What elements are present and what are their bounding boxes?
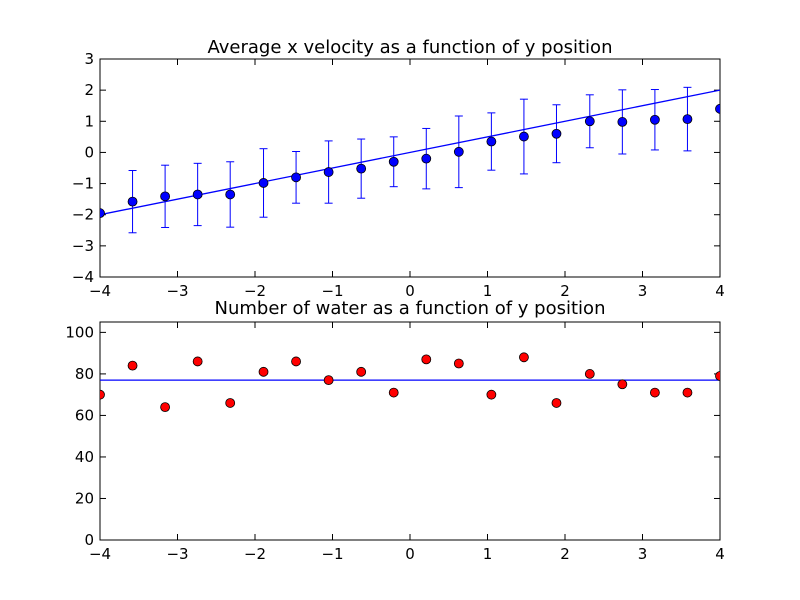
x-tick-label: −2 <box>244 545 266 563</box>
data-point <box>682 114 693 125</box>
data-point <box>323 167 334 177</box>
y-tick-label: 40 <box>75 448 94 466</box>
y-tick-label: 0 <box>84 143 94 161</box>
data-point <box>715 103 720 114</box>
data-point <box>453 358 464 369</box>
y-tick-label: −2 <box>72 206 94 224</box>
data-point <box>421 153 432 164</box>
velocity-chart: Average x velocity as a function of y po… <box>72 37 725 300</box>
y-tick-label: 80 <box>75 365 94 383</box>
data-point <box>100 208 105 219</box>
series-group <box>100 86 720 234</box>
data-point <box>617 117 628 127</box>
fit-line <box>100 89 720 216</box>
data-point <box>356 366 367 377</box>
series-group <box>100 352 720 413</box>
data-point <box>127 196 138 207</box>
data-point <box>551 398 562 408</box>
y-tick-label: 100 <box>65 323 94 341</box>
y-tick-label: 60 <box>75 406 94 424</box>
data-point <box>291 172 301 183</box>
data-point <box>388 387 399 398</box>
x-tick-label: 3 <box>638 282 648 300</box>
x-tick-label: −3 <box>166 282 188 300</box>
data-point <box>617 379 628 390</box>
data-point <box>356 163 367 174</box>
x-tick-label: 2 <box>560 282 570 300</box>
data-point <box>453 146 464 157</box>
x-tick-label: −4 <box>89 545 111 563</box>
data-point <box>650 387 660 398</box>
data-point <box>584 369 595 379</box>
data-point <box>715 371 720 381</box>
data-point <box>160 191 171 202</box>
plot-frame <box>99 321 721 541</box>
x-tick-label: 0 <box>405 545 415 563</box>
data-point <box>192 189 203 200</box>
x-tick-label: −1 <box>321 282 343 300</box>
x-tick-label: 3 <box>638 545 648 563</box>
x-tick-label: −2 <box>244 282 266 300</box>
y-tick-label: −3 <box>72 237 94 255</box>
x-tick-label: −3 <box>166 545 188 563</box>
data-point <box>584 116 595 127</box>
data-point <box>225 398 236 408</box>
data-point <box>258 366 269 377</box>
plot-frame <box>99 58 721 278</box>
data-point <box>160 402 171 413</box>
water-count-chart: Number of water as a function of y posit… <box>65 298 724 563</box>
data-point <box>225 189 236 200</box>
data-point <box>192 356 203 367</box>
data-point <box>519 131 529 142</box>
x-tick-label: −1 <box>321 545 343 563</box>
x-tick-label: 4 <box>715 545 725 563</box>
chart-title: Average x velocity as a function of y po… <box>208 37 613 58</box>
data-point <box>486 389 497 400</box>
y-tick-label: 20 <box>75 489 94 507</box>
y-tick-label: 3 <box>84 50 94 68</box>
data-point <box>258 178 269 188</box>
data-point <box>682 387 693 398</box>
x-tick-label: −4 <box>89 282 111 300</box>
x-tick-label: 1 <box>483 282 493 300</box>
data-point <box>551 128 562 139</box>
chart-title: Number of water as a function of y posit… <box>215 298 606 319</box>
data-point <box>323 375 334 386</box>
x-tick-label: 1 <box>483 545 493 563</box>
y-tick-label: 2 <box>84 81 94 99</box>
data-point <box>650 114 660 125</box>
y-tick-label: −4 <box>72 268 94 286</box>
data-point <box>291 356 301 367</box>
y-tick-label: 0 <box>84 531 94 549</box>
data-point <box>519 352 529 363</box>
x-tick-label: 0 <box>405 282 415 300</box>
data-point <box>388 156 399 167</box>
data-point <box>127 360 138 371</box>
x-tick-label: 2 <box>560 545 570 563</box>
data-point <box>421 354 432 365</box>
data-point <box>486 136 497 147</box>
y-tick-label: 1 <box>84 112 94 130</box>
data-point <box>100 389 105 400</box>
y-tick-label: −1 <box>72 175 94 193</box>
x-tick-label: 4 <box>715 282 725 300</box>
